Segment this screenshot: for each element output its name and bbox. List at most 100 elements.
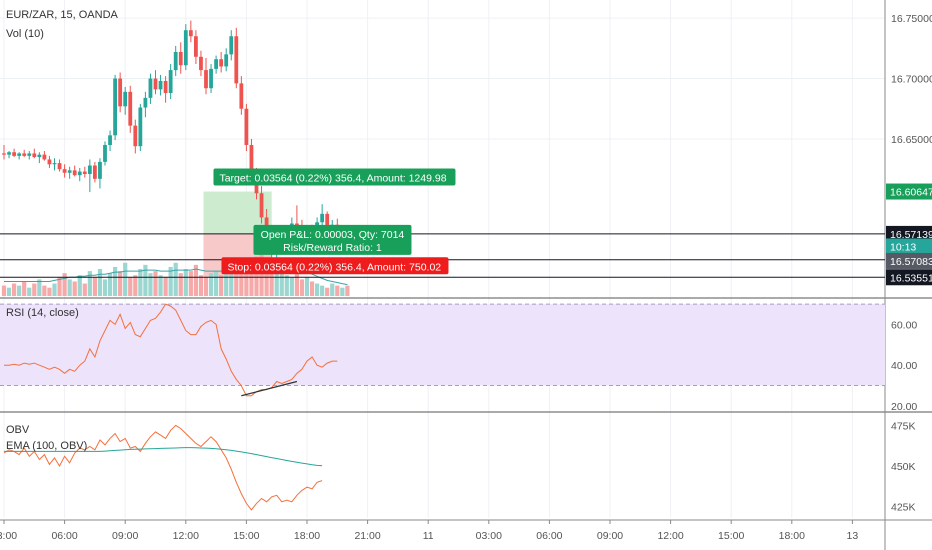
volume-bar	[203, 277, 209, 296]
volume-bar	[158, 275, 163, 296]
candle-body	[295, 223, 299, 226]
price-tag: 16.60647	[890, 187, 932, 199]
volume-bar	[62, 273, 67, 296]
volume-bar	[118, 271, 123, 296]
volume-bar	[178, 273, 183, 296]
volume-bar	[325, 287, 330, 296]
volume-bar	[107, 273, 113, 296]
candle-body	[7, 152, 11, 155]
volume-bar	[87, 271, 92, 296]
candle-body	[199, 56, 203, 71]
volume-bar	[22, 281, 27, 296]
volume-bar	[138, 269, 143, 296]
time-tick-label: 06:00	[51, 530, 77, 542]
volume-bar	[1, 285, 7, 296]
price-candles	[2, 20, 350, 260]
candle-body	[239, 83, 244, 109]
volume-bar	[214, 271, 219, 296]
ema-line	[4, 447, 323, 467]
price-tag-bg	[886, 269, 932, 286]
volume-bar	[269, 266, 274, 296]
candle-body	[214, 59, 218, 69]
volume-bar	[163, 277, 168, 296]
volume-bar	[12, 283, 17, 296]
volume-bar	[183, 269, 188, 296]
volume-bar	[279, 273, 284, 296]
volume-bar	[82, 283, 87, 296]
obv-line	[3, 424, 323, 511]
candle-body	[173, 51, 178, 71]
volume-bar	[304, 277, 310, 296]
obv-tick-label: 450K	[891, 461, 916, 473]
candle-body	[148, 78, 153, 98]
volume-bar	[113, 266, 118, 296]
candle-body	[118, 78, 123, 107]
candle-body	[108, 135, 112, 145]
target-label: Target: 0.03564 (0.22%) 356.4, Amount: 1…	[219, 173, 446, 185]
candle-body	[209, 68, 213, 89]
candle-body	[82, 171, 87, 174]
price-tag-bg	[886, 252, 932, 269]
candle-body	[98, 161, 102, 179]
volume-bar	[123, 262, 128, 296]
volume-bar	[294, 269, 299, 296]
volume-bar	[168, 266, 173, 296]
candle-body	[234, 36, 239, 84]
candle-body	[32, 153, 37, 158]
volume-bar	[102, 279, 108, 296]
candle-body	[113, 78, 117, 136]
obv-indicator-label[interactable]: OBV	[6, 424, 30, 436]
candle-body	[188, 30, 193, 37]
candle-body	[17, 153, 22, 156]
volume-bar	[52, 283, 57, 296]
candle-body	[168, 70, 173, 94]
time-tick-label: 11	[423, 530, 434, 542]
candle-body	[72, 170, 77, 176]
candle-body	[229, 36, 234, 55]
rsi-line	[4, 303, 338, 397]
rsi-indicator-label[interactable]: RSI (14, close)	[6, 307, 79, 319]
candle-body	[47, 159, 52, 165]
candle-body	[259, 193, 264, 218]
candle-body	[153, 78, 158, 90]
volume-bar	[340, 287, 345, 296]
candle-body	[204, 70, 208, 89]
time-tick-label: 18:00	[779, 530, 805, 542]
volume-bar	[32, 283, 37, 296]
volume-indicator-label[interactable]: Vol (10)	[6, 28, 44, 40]
volume-bar	[284, 275, 289, 296]
volume-bar	[27, 287, 32, 296]
candle-body	[67, 170, 72, 173]
price-tag: 16.57083	[890, 256, 932, 268]
obv-tick-label: 475K	[891, 420, 916, 432]
volume-bar	[264, 262, 269, 296]
candle-body	[249, 144, 254, 176]
position-labels: Target: 0.03564 (0.22%) 356.4, Amount: 1…	[213, 168, 456, 275]
time-tick-label: 21:00	[354, 530, 380, 542]
price-tag: 16.57139	[890, 229, 932, 241]
volume-bar	[244, 264, 249, 296]
candle-body	[178, 51, 183, 66]
volume-bar	[309, 281, 315, 296]
volume-bar	[42, 285, 47, 296]
candle-body	[219, 59, 224, 67]
volume-bar	[37, 279, 42, 296]
price-axis: 16.65000 16.70000 16.75000 20.00 40.00 60.00 4…	[886, 13, 932, 514]
time-tick-label: 18:00	[294, 530, 320, 542]
volume-bar	[239, 260, 244, 296]
volume-bar	[229, 266, 234, 296]
candle-body	[143, 97, 148, 108]
rsi-tick-label: 40.00	[891, 360, 917, 372]
ema-indicator-label[interactable]: EMA (100, OBV)	[6, 440, 88, 452]
symbol-title[interactable]: EUR/ZAR, 15, OANDA	[6, 9, 118, 21]
rsi-pane	[0, 303, 885, 397]
stop-label-bg	[221, 257, 449, 275]
candle-body	[123, 91, 128, 107]
volume-bar	[224, 269, 229, 296]
candle-body	[37, 154, 42, 158]
volume-bar	[72, 281, 77, 296]
candle-body	[183, 30, 188, 66]
candle-body	[138, 107, 143, 147]
